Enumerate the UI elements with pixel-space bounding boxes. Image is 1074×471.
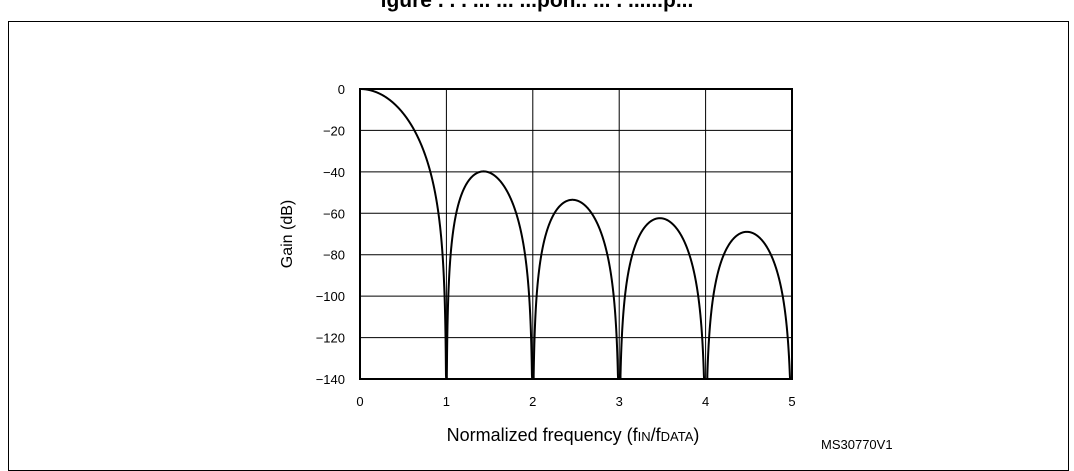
x-tick-label: 2 <box>529 394 536 409</box>
y-tick-label: 0 <box>338 82 345 97</box>
y-tick-label: −140 <box>316 372 345 387</box>
y-tick-label: −20 <box>323 123 345 138</box>
x-tick-label: 3 <box>616 394 623 409</box>
plot-area <box>359 88 793 380</box>
y-tick-label: −120 <box>316 331 345 346</box>
x-tick-label: 1 <box>443 394 450 409</box>
x-tick-labels: 0 1 2 3 4 5 <box>356 394 795 409</box>
y-tick-label: −100 <box>316 289 345 304</box>
x-tick-label: 5 <box>788 394 795 409</box>
gain-chart: 0 −20 −40 −60 −80 −100 −120 −140 0 1 2 3 4 5 Gain (d… <box>279 82 796 445</box>
x-axis-label: Normalized frequency (fIN/fDATA) <box>447 425 700 445</box>
y-tick-label: −80 <box>323 248 345 263</box>
figure-title: igure . . . ... ... ...pon.. ... . .....… <box>380 0 694 12</box>
y-axis-label: Gain (dB) <box>279 200 296 268</box>
y-tick-labels: 0 −20 −40 −60 −80 −100 −120 −140 <box>316 82 345 387</box>
x-tick-label: 0 <box>356 394 363 409</box>
figure-reference: MS30770V1 <box>821 437 893 452</box>
y-tick-label: −60 <box>323 206 345 221</box>
x-tick-label: 4 <box>702 394 709 409</box>
gain-curve <box>360 88 792 380</box>
y-tick-label: −40 <box>323 165 345 180</box>
grid <box>360 89 792 379</box>
